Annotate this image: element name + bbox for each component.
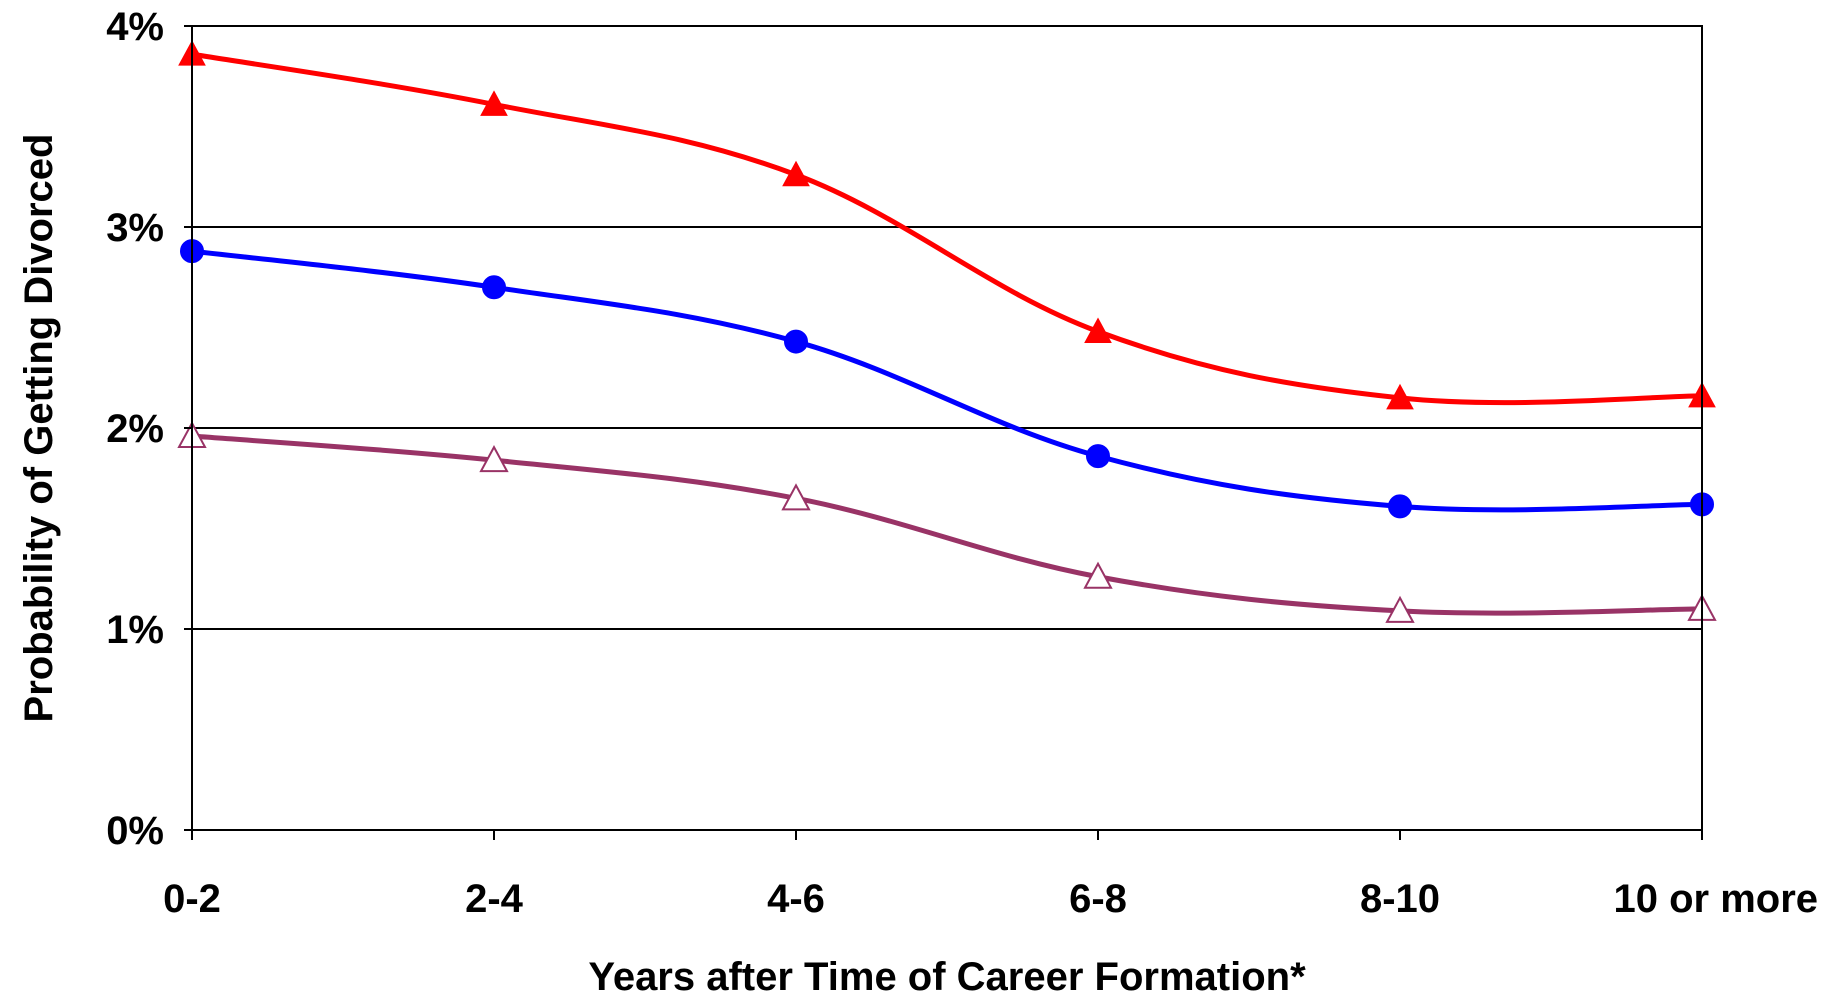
data-point: [1385, 595, 1415, 623]
axis-ticks: [184, 25, 1703, 840]
x-tick-label: 10 or more: [1613, 877, 1818, 921]
series-line-1: [189, 51, 1705, 406]
data-point: [1084, 317, 1112, 344]
data-point: [480, 90, 508, 116]
y-tick-label: 0%: [106, 809, 164, 853]
y-tick-label: 2%: [106, 407, 164, 451]
y-axis-title: Probability of Getting Divorced: [17, 134, 61, 723]
data-point: [482, 275, 506, 300]
x-tick-label: 6-8: [1069, 877, 1127, 921]
data-point: [782, 160, 810, 187]
x-axis-title: Years after Time of Career Formation*: [588, 955, 1306, 996]
data-point: [479, 445, 509, 473]
data-point: [1386, 383, 1414, 410]
x-tick-label: 4-6: [767, 877, 825, 921]
tick-labels: 0% 1% 2% 3% 4% 0-2 2-4 4-6 6-8 8-10 10 or more: [106, 5, 1818, 921]
y-tick-label: 3%: [106, 206, 164, 250]
data-point: [1388, 494, 1412, 519]
data-point: [1083, 561, 1113, 589]
series-markers: [177, 40, 1717, 623]
series-line-3: [189, 433, 1705, 616]
y-tick-label: 4%: [106, 5, 164, 49]
series-line-2: [189, 248, 1705, 513]
data-point: [1086, 444, 1110, 469]
x-tick-label: 2-4: [465, 877, 524, 921]
data-point: [784, 329, 808, 354]
y-tick-label: 1%: [106, 608, 164, 652]
data-point: [781, 483, 811, 511]
gridlines: [192, 226, 1702, 630]
x-tick-label: 0-2: [163, 877, 221, 921]
x-tick-label: 8-10: [1360, 877, 1440, 921]
series-lines: [189, 51, 1705, 616]
